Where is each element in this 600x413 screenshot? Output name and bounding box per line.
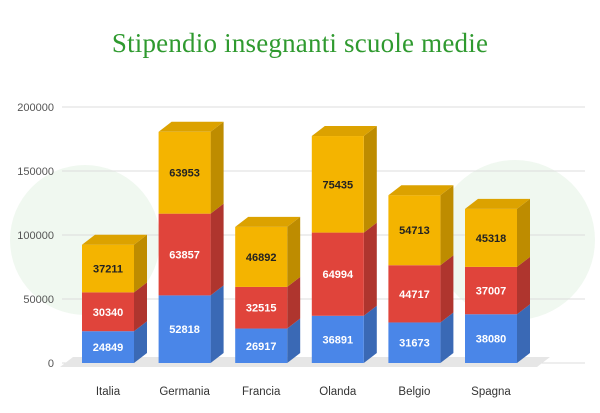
data-label: 32515 bbox=[246, 303, 277, 315]
bar-segment-side bbox=[363, 126, 377, 233]
bar-segment-side bbox=[210, 203, 224, 296]
x-tick-label: Italia bbox=[96, 386, 121, 398]
bar-segment bbox=[235, 328, 288, 363]
bar-segment-side bbox=[363, 222, 377, 316]
bar-segment bbox=[465, 208, 517, 267]
bar-segment bbox=[235, 286, 288, 329]
bar-segment-side bbox=[440, 185, 454, 266]
bar-segment bbox=[465, 266, 517, 315]
bar-segment-side bbox=[517, 304, 530, 363]
bar-top-face bbox=[158, 121, 224, 132]
data-label: 45318 bbox=[476, 233, 507, 245]
data-label: 30340 bbox=[93, 307, 124, 319]
y-tick-label: 100000 bbox=[17, 230, 54, 242]
bar-segment bbox=[158, 295, 211, 363]
bar-segment-side bbox=[287, 216, 301, 287]
bar-segment bbox=[158, 131, 211, 214]
bar-segment-side bbox=[363, 305, 377, 363]
bar-segment-side bbox=[134, 234, 147, 293]
bar-segment bbox=[235, 226, 288, 287]
y-tick-label: 200000 bbox=[17, 102, 54, 114]
data-label: 37211 bbox=[93, 264, 123, 276]
y-tick-label: 50000 bbox=[23, 294, 54, 306]
bar-segment-side bbox=[210, 121, 224, 214]
bar-top-face bbox=[388, 185, 454, 196]
data-label: 63953 bbox=[169, 168, 200, 180]
bar-segment bbox=[82, 292, 134, 332]
bar-segment-side bbox=[134, 282, 147, 332]
bar-top-face bbox=[235, 216, 301, 227]
data-label: 36891 bbox=[323, 334, 354, 346]
bar-segment-side bbox=[134, 321, 147, 363]
x-tick-label: Spagna bbox=[471, 386, 511, 398]
data-label: 31673 bbox=[399, 338, 430, 350]
bar-segment-side bbox=[287, 276, 301, 329]
bar-segment-side bbox=[517, 198, 530, 267]
data-label: 37007 bbox=[476, 286, 507, 298]
data-label: 63857 bbox=[169, 250, 200, 262]
data-label: 75435 bbox=[323, 179, 354, 191]
bar-top-face bbox=[311, 126, 377, 137]
bar-top-face bbox=[82, 234, 147, 245]
bar-segment bbox=[311, 315, 364, 363]
chart-title: Stipendio insegnanti scuole medie bbox=[111, 28, 489, 58]
bar-segment-side bbox=[517, 256, 530, 315]
bar-segment bbox=[311, 136, 364, 233]
bar-segment bbox=[388, 322, 441, 363]
y-tick-label: 150000 bbox=[17, 166, 54, 178]
y-tick-label: 0 bbox=[48, 358, 54, 370]
bar-segment bbox=[158, 213, 211, 296]
data-label: 54713 bbox=[399, 225, 430, 237]
data-label: 64994 bbox=[323, 269, 354, 281]
bar-segment bbox=[388, 195, 441, 266]
bar-segment-side bbox=[210, 285, 224, 363]
data-label: 26917 bbox=[246, 341, 277, 353]
x-tick-label: Belgio bbox=[398, 386, 430, 398]
x-tick-label: Francia bbox=[242, 386, 281, 398]
bar-segment bbox=[465, 314, 517, 363]
bar-top-face bbox=[465, 198, 530, 209]
bar-segment bbox=[311, 232, 364, 316]
data-label: 52818 bbox=[169, 324, 200, 336]
bar-segment bbox=[388, 265, 441, 323]
bar-segment-side bbox=[287, 318, 301, 363]
data-label: 46892 bbox=[246, 252, 277, 264]
data-label: 38080 bbox=[476, 334, 507, 346]
bar-segment bbox=[82, 331, 134, 363]
x-tick-label: Germania bbox=[159, 386, 210, 398]
bar-segment bbox=[82, 244, 134, 293]
x-tick-label: Olanda bbox=[319, 386, 357, 398]
bar-segment-side bbox=[440, 255, 454, 323]
bar-segment-side bbox=[440, 312, 454, 363]
data-label: 44717 bbox=[399, 289, 430, 301]
data-label: 24849 bbox=[93, 342, 124, 354]
